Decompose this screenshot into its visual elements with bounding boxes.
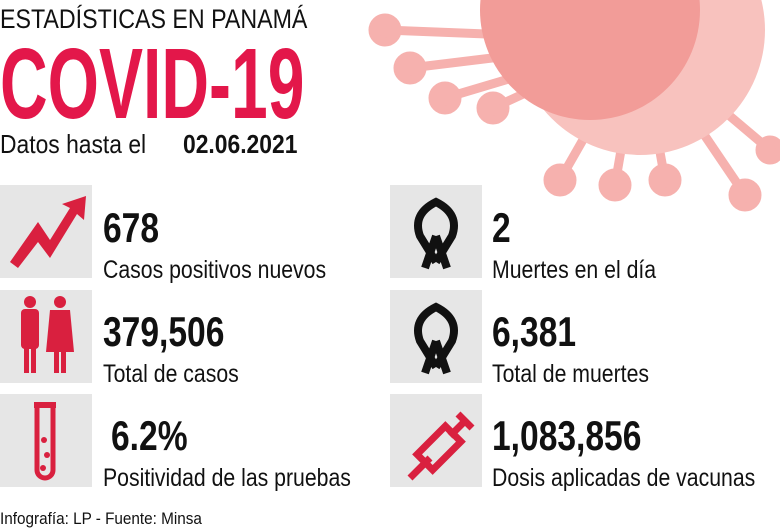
stat-value: 678 [103, 206, 159, 252]
stat-value: 2 [492, 206, 511, 252]
date: 02.06.2021 [183, 131, 297, 160]
stat-label: Positividad de las pruebas [103, 463, 351, 491]
stat-label: Casos positivos nuevos [103, 255, 326, 283]
stat-value: 1,083,856 [492, 414, 641, 460]
stat-value: 6,381 [492, 310, 576, 356]
footer: Infografía: LP - Fuente: Minsa [0, 509, 202, 528]
stat-value: 379,506 [103, 310, 224, 356]
stat-label: Dosis aplicadas de vacunas [492, 463, 755, 491]
kicker: ESTADÍSTICAS EN PANAMÁ [0, 3, 308, 34]
date-prefix: Datos hasta el [0, 131, 146, 160]
title: COVID-19 [0, 27, 304, 139]
stat-label: Muertes en el día [492, 255, 656, 283]
virus-illustration [368, 0, 780, 212]
icons [0, 185, 482, 487]
stat-label: Total de casos [103, 359, 239, 387]
stat-label: Total de muertes [492, 359, 649, 387]
stat-value: 6.2% [111, 414, 188, 460]
stats: 678 Casos positivos nuevos 2 Muertes en … [103, 206, 755, 492]
